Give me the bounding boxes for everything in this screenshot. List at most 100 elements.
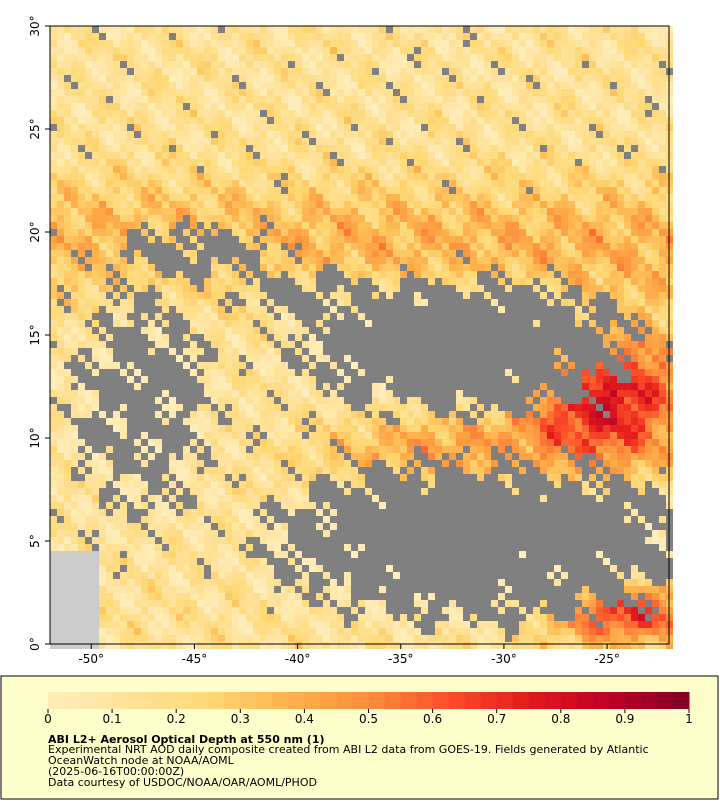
map-pixel <box>400 61 407 68</box>
map-pixel <box>260 159 267 166</box>
map-pixel <box>498 285 505 292</box>
map-pixel <box>106 131 113 138</box>
map-pixel <box>414 229 421 236</box>
map-pixel <box>246 166 253 173</box>
map-pixel <box>99 47 106 54</box>
map-pixel <box>351 215 358 222</box>
map-pixel <box>421 215 428 222</box>
map-pixel <box>435 180 442 187</box>
map-pixel <box>197 173 204 180</box>
map-pixel <box>204 82 211 89</box>
map-pixel <box>526 383 533 390</box>
map-pixel <box>337 54 344 61</box>
map-pixel <box>281 215 288 222</box>
map-pixel <box>407 110 414 117</box>
map-pixel <box>610 131 617 138</box>
map-pixel <box>400 103 407 110</box>
map-pixel <box>512 180 519 187</box>
map-pixel <box>148 264 155 271</box>
map-pixel <box>155 278 162 285</box>
map-pixel <box>631 124 638 131</box>
map-pixel <box>498 82 505 89</box>
map-pixel <box>323 40 330 47</box>
map-pixel <box>456 299 463 306</box>
map-pixel <box>617 341 624 348</box>
map-pixel <box>309 145 316 152</box>
map-pixel <box>512 26 519 33</box>
map-pixel <box>428 292 435 299</box>
map-pixel <box>379 201 386 208</box>
map-pixel <box>64 376 71 383</box>
map-pixel <box>344 89 351 96</box>
map-pixel <box>358 131 365 138</box>
map-pixel <box>365 383 372 390</box>
map-pixel <box>386 320 393 327</box>
map-pixel <box>505 264 512 271</box>
map-pixel <box>274 103 281 110</box>
map-pixel <box>603 54 610 61</box>
map-pixel <box>155 383 162 390</box>
map-pixel <box>638 40 645 47</box>
map-pixel <box>379 355 386 362</box>
map-pixel <box>183 369 190 376</box>
map-pixel <box>190 131 197 138</box>
map-pixel <box>442 327 449 334</box>
map-pixel <box>442 320 449 327</box>
map-pixel <box>225 54 232 61</box>
map-pixel <box>519 390 526 397</box>
map-pixel <box>652 68 659 75</box>
map-pixel <box>603 82 610 89</box>
map-pixel <box>169 201 176 208</box>
map-pixel <box>652 271 659 278</box>
map-pixel <box>638 47 645 54</box>
map-pixel <box>386 334 393 341</box>
map-pixel <box>463 285 470 292</box>
map-pixel <box>456 257 463 264</box>
map-pixel <box>624 397 631 404</box>
map-pixel <box>484 96 491 103</box>
map-pixel <box>533 138 540 145</box>
map-pixel <box>372 131 379 138</box>
map-pixel <box>120 411 127 418</box>
map-pixel <box>316 383 323 390</box>
map-pixel <box>260 306 267 313</box>
map-pixel <box>624 61 631 68</box>
map-pixel <box>183 383 190 390</box>
map-pixel <box>505 201 512 208</box>
map-pixel <box>442 376 449 383</box>
map-pixel <box>92 376 99 383</box>
map-pixel <box>421 285 428 292</box>
map-pixel <box>435 236 442 243</box>
map-pixel <box>78 243 85 250</box>
map-pixel <box>239 110 246 117</box>
map-pixel <box>288 285 295 292</box>
map-pixel <box>316 152 323 159</box>
map-pixel <box>428 264 435 271</box>
map-pixel <box>407 40 414 47</box>
map-pixel <box>253 348 260 355</box>
map-pixel <box>449 348 456 355</box>
map-pixel <box>309 82 316 89</box>
map-pixel <box>421 194 428 201</box>
map-pixel <box>561 187 568 194</box>
map-pixel <box>393 110 400 117</box>
map-pixel <box>253 383 260 390</box>
map-pixel <box>540 222 547 229</box>
map-pixel <box>267 89 274 96</box>
map-pixel <box>407 194 414 201</box>
map-pixel <box>246 152 253 159</box>
map-pixel <box>400 159 407 166</box>
map-pixel <box>267 145 274 152</box>
map-pixel <box>393 320 400 327</box>
map-pixel <box>372 75 379 82</box>
map-pixel <box>197 124 204 131</box>
map-pixel <box>400 208 407 215</box>
map-pixel <box>652 138 659 145</box>
map-pixel <box>267 236 274 243</box>
map-pixel <box>463 124 470 131</box>
map-pixel <box>218 285 225 292</box>
map-pixel <box>295 117 302 124</box>
map-pixel <box>71 292 78 299</box>
map-pixel <box>442 397 449 404</box>
map-pixel <box>162 383 169 390</box>
